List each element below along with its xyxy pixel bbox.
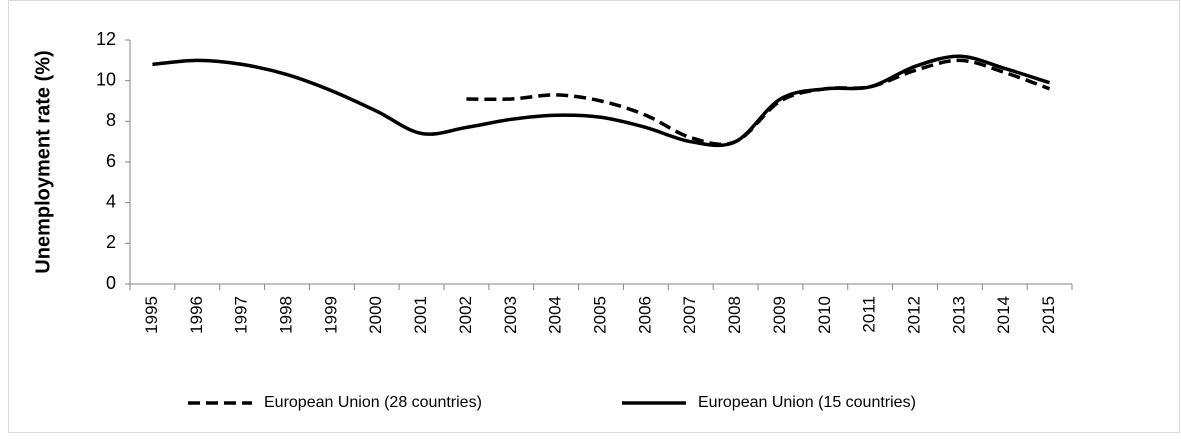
x-tick-label: 1995 <box>142 296 161 334</box>
x-tick-label: 2002 <box>456 296 475 334</box>
line-series <box>152 54 1051 148</box>
legend-label: European Union (15 countries) <box>698 394 916 411</box>
x-tick-label: 2012 <box>904 296 923 334</box>
y-tick-label: 8 <box>106 110 116 130</box>
y-tick-label: 4 <box>106 191 116 211</box>
y-tick-label: 0 <box>106 273 116 293</box>
x-tick-label: 2011 <box>860 296 879 333</box>
y-tick-label: 10 <box>96 69 116 89</box>
x-tick-label: 2015 <box>1039 296 1058 334</box>
x-tick-label: 2009 <box>770 296 789 334</box>
line-series <box>466 58 1051 146</box>
y-tick-label: 12 <box>96 29 116 49</box>
y-axis-label: Unemployment rate (%) <box>32 50 54 273</box>
x-tick-label: 2006 <box>635 296 654 334</box>
x-tick-label: 2010 <box>815 296 834 334</box>
x-tick-label: 2013 <box>949 296 968 334</box>
x-tick-label: 2007 <box>680 296 699 334</box>
legend-label: European Union (28 countries) <box>264 394 482 411</box>
x-tick-label: 1996 <box>187 296 206 334</box>
x-tick-label: 2003 <box>501 296 520 334</box>
x-tick-label: 2005 <box>590 296 609 334</box>
x-tick-label: 1998 <box>276 296 295 334</box>
chart-frame <box>8 0 1180 433</box>
x-tick-label: 2000 <box>366 296 385 334</box>
x-tick-label: 2001 <box>411 296 430 334</box>
x-tick-label: 2004 <box>546 296 565 334</box>
x-tick-label: 2008 <box>725 296 744 334</box>
x-tick-label: 1999 <box>321 296 340 334</box>
y-tick-label: 2 <box>106 232 116 252</box>
y-tick-label: 6 <box>106 151 116 171</box>
x-tick-label: 1997 <box>232 296 251 334</box>
x-tick-label: 2014 <box>994 296 1013 334</box>
